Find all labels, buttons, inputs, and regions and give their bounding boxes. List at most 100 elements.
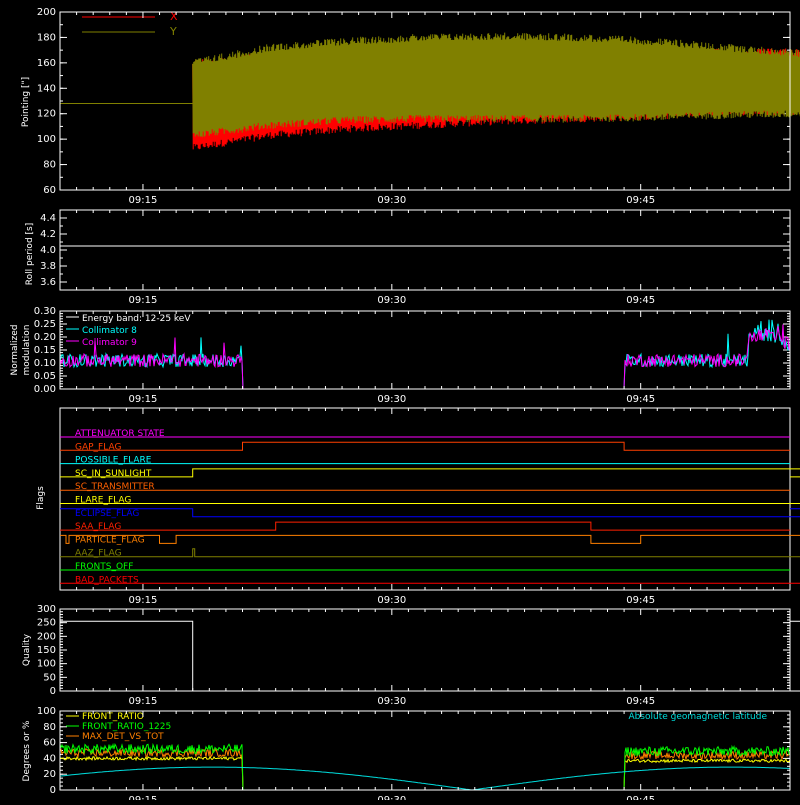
quality-ytick-label: 100 [37, 659, 56, 670]
legend-front-ratio-1225: FRONT_RATIO_1225 [82, 722, 171, 732]
ratio-ytick-label: 60 [43, 738, 56, 749]
pointing-xtick-label: 09:30 [377, 195, 406, 206]
roll-ytick-label: 3.8 [40, 261, 56, 272]
ratio-front-ratio [59, 755, 791, 791]
ratio-xtick-label: 09:15 [129, 795, 158, 800]
modulation-ylabel-2: modulation [22, 325, 32, 376]
ratio-ytick-label: 80 [43, 722, 56, 733]
flag-label-sc-in-sunlight: SC_IN_SUNLIGHT [75, 469, 152, 479]
quality-panel: Quality 0 50 100 150 200 250 300 09:15 09:30 09:4… [22, 604, 800, 707]
quality-xtick-label: 09:30 [377, 696, 406, 707]
flag-label-bad-packets: BAD_PACKETS [75, 575, 139, 585]
flags-xtick-label: 09:15 [129, 595, 158, 606]
modulation-ytick-label: 0.25 [34, 319, 56, 330]
legend-geomag-latitude: Absolute geomagnetic latitude [628, 712, 767, 722]
ratio-ytick-label: 40 [43, 753, 56, 764]
flag-line-gap-flag [60, 441, 790, 451]
roll-xtick-label: 09:45 [626, 295, 655, 306]
ratio-panel: Degrees or % FRONT_RATIO FRONT_RATIO_122… [22, 706, 791, 805]
ratio-xtick-label: 09:45 [626, 795, 655, 800]
legend-energy-band: Energy band: 12-25 keV [82, 314, 191, 324]
legend-collimator-8: Collimator 8 [82, 326, 137, 336]
flag-line-saa-flag [60, 521, 790, 531]
roll-ylabel: Roll period [s] [25, 223, 35, 285]
ratio-geomag-latitude [59, 766, 791, 791]
quality-xtick-label: 09:45 [626, 696, 655, 707]
pointing-ytick-label: 160 [37, 58, 56, 69]
flag-label-gap-flag: GAP_FLAG [75, 442, 121, 452]
ratio-xtick-label: 09:30 [377, 795, 406, 800]
ratio-ytick-label: 0 [50, 785, 56, 796]
modulation-xtick-label: 09:15 [129, 394, 158, 405]
quality-ytick-label: 0 [50, 686, 56, 697]
roll-ytick-label: 4.4 [40, 213, 56, 224]
quality-xtick-label: 09:15 [129, 696, 158, 707]
quality-ylabel: Quality [22, 633, 32, 666]
flag-label-sc-transmitter: SC_TRANSMITTER [75, 482, 155, 492]
roll-ytick-label: 4.2 [40, 229, 56, 240]
modulation-collimator-8 [59, 319, 791, 390]
modulation-ytick-label: 0.05 [34, 371, 56, 382]
flag-label-aaz-flag: AAZ_FLAG [75, 549, 122, 559]
flag-label-attenuator-state: ATTENUATOR STATE [75, 429, 165, 439]
legend-collimator-9: Collimator 9 [82, 338, 137, 348]
modulation-ylabel: Normalized [10, 324, 20, 375]
quality-line [60, 620, 800, 692]
flag-label-fronts-off: FRONTS_OFF [75, 562, 133, 572]
quality-ytick-label: 300 [37, 604, 56, 615]
flag-label-possible-flare: POSSIBLE_FLARE [75, 456, 152, 466]
flag-label-saa-flag: SAA_FLAG [75, 522, 121, 532]
modulation-xtick-label: 09:30 [377, 394, 406, 405]
ratio-ylabel: Degrees or % [22, 720, 32, 781]
roll-ytick-label: 3.6 [40, 277, 56, 288]
roll-xtick-label: 09:15 [129, 295, 158, 306]
flag-line-eclipse-flag [60, 508, 800, 518]
pointing-ytick-label: 60 [43, 185, 56, 196]
flag-line-flare-flag [60, 503, 800, 504]
pointing-panel: Pointing ["] X Y 60 80 100 120 140 160 180 200 0… [21, 7, 800, 206]
pointing-ylabel: Pointing ["] [21, 77, 31, 127]
modulation-panel: Normalized modulation Energy band: 12-25… [10, 306, 791, 405]
flag-label-particle-flag: PARTICLE_FLAG [75, 535, 145, 545]
modulation-xtick-label: 09:45 [626, 394, 655, 405]
roll-period-panel: Roll period [s] 3.6 3.8 4.0 4.2 4.4 09:15 09:3… [25, 209, 791, 306]
pointing-ytick-label: 120 [37, 109, 56, 120]
modulation-ytick-label: 0.00 [34, 384, 56, 395]
flag-line-sc-in-sunlight [60, 468, 800, 478]
modulation-ytick-label: 0.30 [34, 306, 56, 317]
quality-ytick-label: 200 [37, 631, 56, 642]
flags-frame [59, 407, 791, 591]
roll-xtick-label: 09:30 [377, 295, 406, 306]
quality-ytick-label: 50 [43, 672, 56, 683]
legend-max-det-vs-tot: MAX_DET_VS_TOT [82, 732, 164, 742]
pointing-ytick-label: 200 [37, 7, 56, 18]
legend-front-ratio: FRONT_RATIO [82, 712, 144, 722]
flag-label-flare-flag: FLARE_FLAG [75, 496, 131, 506]
quality-ytick-label: 250 [37, 618, 56, 629]
modulation-ytick-label: 0.20 [34, 332, 56, 343]
modulation-ytick-label: 0.10 [34, 358, 56, 369]
flag-line-particle-flag [60, 534, 800, 544]
flags-xtick-label: 09:45 [626, 595, 655, 606]
ratio-ytick-label: 100 [37, 706, 56, 717]
pointing-xtick-label: 09:15 [129, 195, 158, 206]
flag-label-eclipse-flag: ECLIPSE_FLAG [75, 509, 139, 519]
pointing-series-y [192, 32, 800, 138]
ratio-ytick-label: 20 [43, 769, 56, 780]
flags-panel: Flags 09:1509:3009:4510:0010:1510:30ATTE… [36, 407, 800, 606]
legend-y-label: Y [169, 25, 177, 38]
modulation-ytick-label: 0.15 [34, 345, 56, 356]
pointing-ytick-label: 180 [37, 32, 56, 43]
pointing-xtick-label: 09:45 [626, 195, 655, 206]
flag-line-aaz-flag [60, 548, 800, 558]
flags-xtick-label: 09:30 [377, 595, 406, 606]
roll-ytick-label: 4.0 [40, 245, 56, 256]
legend-x-label: X [170, 10, 178, 23]
flag-line-bad-packets [60, 582, 800, 584]
pointing-ytick-label: 100 [37, 134, 56, 145]
quality-ytick-label: 150 [37, 645, 56, 656]
roll-frame [59, 209, 791, 291]
pointing-ytick-label: 140 [37, 83, 56, 94]
